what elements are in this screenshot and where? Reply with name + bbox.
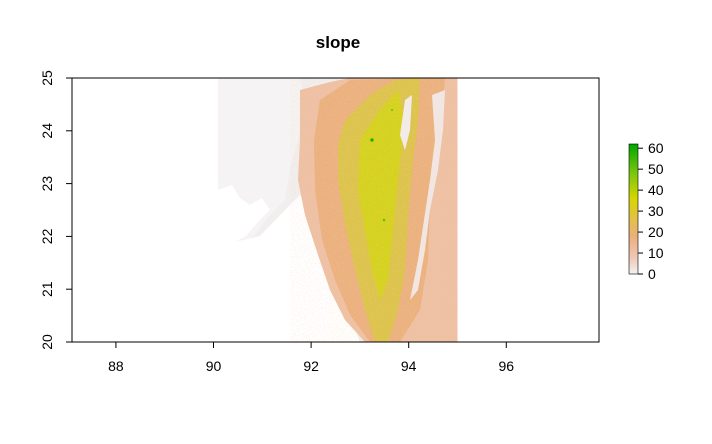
legend-color-bar (628, 143, 639, 275)
y-tick-label: 21 (39, 281, 55, 297)
valley-branch (400, 95, 412, 150)
coast-water (218, 185, 270, 246)
x-tick-label: 90 (206, 358, 222, 374)
legend-ticks: 0 10 20 30 40 50 60 (638, 140, 664, 282)
peak-cell (370, 138, 374, 142)
x-axis: 88 90 92 94 96 (108, 341, 514, 374)
x-tick-label: 88 (108, 358, 124, 374)
valley-channel (410, 90, 445, 300)
ridge-speckle (330, 78, 440, 342)
color-legend: 0 10 20 30 40 50 60 (628, 140, 664, 282)
slope-raster (218, 78, 458, 342)
x-tick-label: 94 (401, 358, 417, 374)
y-axis: 20 21 22 23 24 25 (39, 70, 73, 350)
plot-title: slope (316, 33, 360, 52)
peak-cell (390, 108, 394, 112)
y-tick-label: 24 (39, 123, 55, 139)
legend-tick-label: 50 (648, 161, 664, 177)
legend-tick-label: 60 (648, 140, 664, 156)
legend-tick-label: 30 (648, 203, 664, 219)
y-tick-label: 22 (39, 228, 55, 244)
peak-cell (382, 218, 386, 222)
y-tick-label: 20 (39, 334, 55, 350)
y-tick-label: 23 (39, 176, 55, 192)
legend-tick-label: 40 (648, 182, 664, 198)
legend-tick-label: 20 (648, 224, 664, 240)
x-tick-label: 92 (303, 358, 319, 374)
legend-tick-label: 0 (648, 266, 656, 282)
legend-tick-label: 10 (648, 245, 664, 261)
x-tick-label: 96 (498, 358, 514, 374)
y-tick-label: 25 (39, 70, 55, 86)
